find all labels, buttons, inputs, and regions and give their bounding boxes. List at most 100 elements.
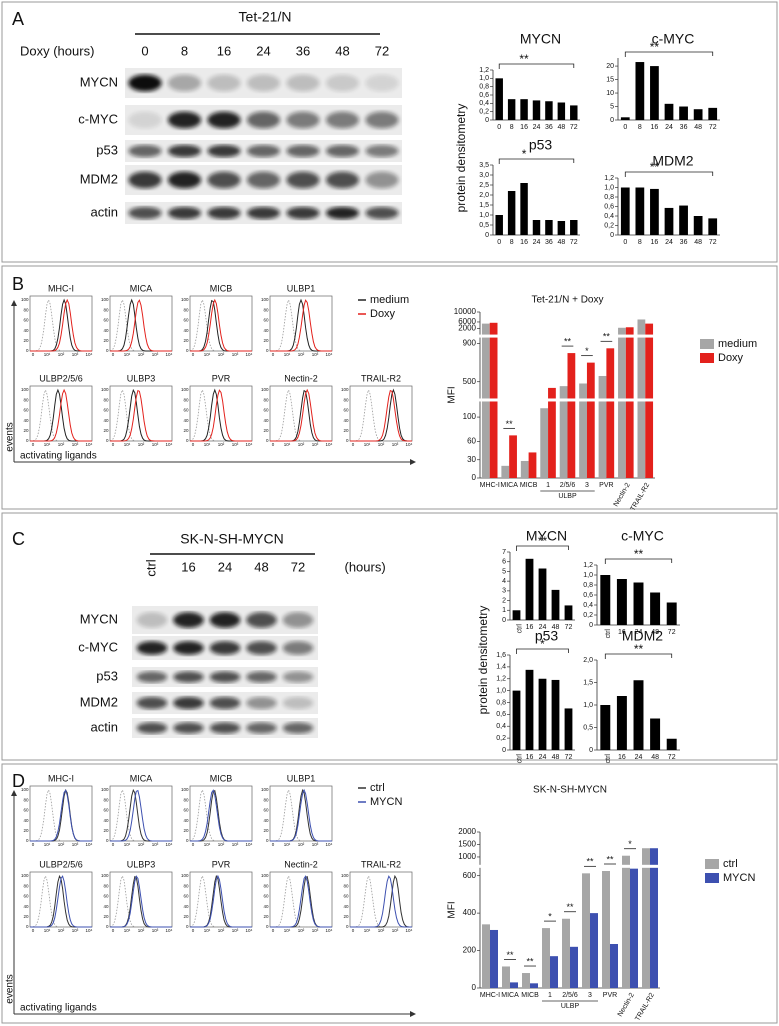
significance-label: * bbox=[540, 637, 545, 651]
chart-title: c-MYC bbox=[621, 528, 664, 544]
blot-band bbox=[282, 612, 314, 628]
x-tick-label: TRAIL-R2 bbox=[634, 992, 656, 1023]
x-tick-label: 1 bbox=[548, 992, 552, 999]
blot-band bbox=[167, 144, 202, 158]
legend-swatch bbox=[705, 859, 719, 869]
histogram-y-tick: 40 bbox=[103, 904, 109, 909]
blot-band bbox=[173, 641, 204, 655]
control-curve bbox=[30, 298, 92, 352]
histogram-label: ULBP3 bbox=[127, 373, 156, 383]
histogram-label: ULBP1 bbox=[287, 283, 316, 293]
histogram-x-tick: 10⁴ bbox=[166, 442, 173, 447]
x-tick-label: 24 bbox=[533, 239, 541, 246]
histogram-x-tick: 10³ bbox=[392, 442, 399, 447]
histogram-y-tick: 0 bbox=[266, 438, 269, 443]
histogram-x-tick: 10⁴ bbox=[166, 928, 173, 933]
bar bbox=[502, 966, 510, 988]
histogram-x-tick: 10² bbox=[378, 928, 385, 933]
treated-curve bbox=[270, 388, 332, 442]
histogram-x-tick: 10³ bbox=[72, 928, 79, 933]
x-tick-label: 48 bbox=[557, 239, 565, 246]
blot-band bbox=[128, 144, 162, 158]
histogram-y-tick: 80 bbox=[183, 883, 189, 888]
histogram-frame bbox=[109, 785, 173, 842]
legend-swatch bbox=[700, 353, 714, 363]
histogram-y-tick: 20 bbox=[263, 828, 269, 833]
x-tick-label: 16 bbox=[526, 624, 534, 631]
isotype-curve bbox=[350, 874, 412, 928]
lane-label: 24 bbox=[218, 559, 232, 574]
histogram-x-tick: 10³ bbox=[232, 928, 239, 933]
histogram-y-tick: 20 bbox=[23, 428, 29, 433]
bar bbox=[708, 218, 718, 235]
histogram-x-tick: 10² bbox=[138, 352, 145, 357]
treated-curve bbox=[30, 875, 92, 928]
chart-title: MYCN bbox=[526, 528, 567, 544]
bar bbox=[520, 99, 528, 120]
histogram-x-tick: 0 bbox=[32, 352, 35, 357]
bar bbox=[635, 62, 645, 120]
isotype-curve bbox=[189, 788, 252, 842]
axis-title: MFI bbox=[447, 901, 458, 918]
y-tick-label: 0,2 bbox=[496, 735, 506, 742]
control-curve bbox=[190, 299, 252, 352]
y-tick-label: 2000 bbox=[458, 827, 476, 836]
blot-band bbox=[173, 696, 204, 710]
control-curve bbox=[350, 388, 412, 442]
y-tick-label: 600 bbox=[463, 871, 477, 880]
histogram-y-tick: 20 bbox=[103, 428, 109, 433]
blot-band bbox=[246, 696, 277, 710]
histogram-y-tick: 60 bbox=[103, 318, 109, 323]
y-tick-label: 0,8 bbox=[479, 84, 489, 91]
control-curve bbox=[270, 389, 332, 442]
y-tick-label: 0,5 bbox=[479, 222, 489, 229]
lane-label: ctrl bbox=[143, 559, 158, 576]
x-tick-label: 2/5/6 bbox=[562, 992, 578, 999]
arrow-head bbox=[410, 459, 416, 465]
histogram-y-tick: 0 bbox=[266, 838, 269, 843]
x-tick-label: PVR bbox=[599, 482, 613, 489]
panel-label: A bbox=[12, 9, 24, 29]
legend-label: MYCN bbox=[370, 796, 402, 808]
histogram-y-tick: 60 bbox=[183, 808, 189, 813]
protein-label: MDM2 bbox=[80, 171, 118, 186]
bar bbox=[490, 929, 498, 988]
blot-band bbox=[246, 171, 281, 189]
histogram-y-tick: 40 bbox=[183, 418, 189, 423]
x-tick-label: 24 bbox=[665, 239, 673, 246]
x-tick-label: 72 bbox=[565, 754, 573, 761]
y-tick-label: 0 bbox=[502, 617, 506, 624]
bar bbox=[532, 220, 541, 235]
bar bbox=[620, 187, 630, 235]
y-tick-label: 0 bbox=[610, 117, 614, 124]
lane-label: 48 bbox=[254, 559, 268, 574]
legend-label: ctrl bbox=[370, 782, 385, 794]
x-tick-label: 72 bbox=[668, 629, 676, 636]
histogram-label: MHC-I bbox=[48, 773, 74, 783]
histogram-y-tick: 40 bbox=[23, 418, 29, 423]
histogram-y-tick: 20 bbox=[23, 828, 29, 833]
histogram-x-tick: 10³ bbox=[392, 928, 399, 933]
histogram-y-tick: 0 bbox=[106, 838, 109, 843]
y-tick-label: 0,5 bbox=[583, 724, 593, 731]
bar bbox=[650, 718, 661, 750]
axis-break bbox=[474, 334, 657, 338]
treated-curve bbox=[110, 299, 172, 352]
control-curve bbox=[30, 388, 92, 442]
significance-label: ** bbox=[566, 902, 574, 912]
x-tick-label: 24 bbox=[533, 124, 541, 131]
histogram-frame bbox=[269, 295, 333, 352]
x-tick-label: MICA bbox=[501, 992, 519, 999]
x-tick-label: 72 bbox=[668, 754, 676, 761]
y-tick-label: 1,2 bbox=[583, 562, 593, 569]
histogram-x-tick: 0 bbox=[112, 352, 115, 357]
x-tick-label: 0 bbox=[497, 239, 501, 246]
blot-band bbox=[246, 74, 281, 92]
histogram-y-tick: 20 bbox=[103, 828, 109, 833]
histogram-y-tick: 0 bbox=[106, 438, 109, 443]
histogram-y-tick: 40 bbox=[263, 328, 269, 333]
blot-band bbox=[282, 696, 314, 710]
axis-title: events bbox=[5, 974, 16, 1003]
x-tick-label: 36 bbox=[680, 239, 688, 246]
y-tick-label: 2,0 bbox=[583, 657, 593, 664]
